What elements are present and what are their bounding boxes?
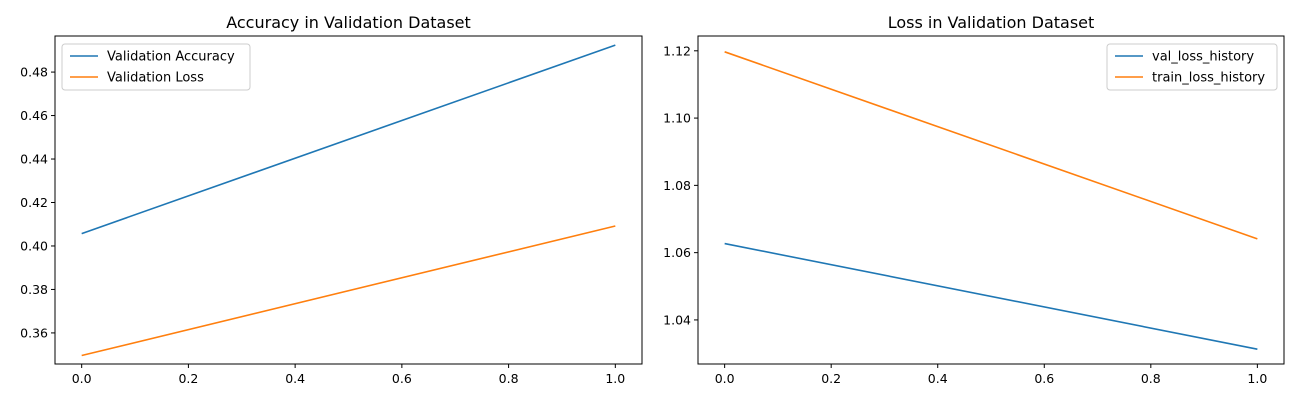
x-tick-label: 0.8 — [1141, 371, 1161, 386]
axes-frame — [697, 35, 1285, 365]
x-tick-label: 0.0 — [715, 371, 735, 386]
x-tick-label: 1.0 — [1247, 371, 1267, 386]
y-tick-label: 1.04 — [663, 312, 691, 327]
legend-box — [61, 43, 251, 91]
y-tick-label: 0.38 — [20, 282, 48, 297]
legend-box — [1106, 43, 1278, 91]
y-tick-label: 0.48 — [20, 65, 48, 80]
series-line-validation-accuracy — [81, 44, 616, 235]
chart-title: Accuracy in Validation Dataset — [226, 13, 471, 32]
y-tick-label: 1.08 — [663, 178, 691, 193]
legend-label: val_loss_history — [1152, 50, 1254, 65]
series-line-val-loss-history — [724, 242, 1258, 350]
y-tick-label: 0.44 — [20, 152, 48, 167]
series-line-validation-loss — [81, 225, 616, 357]
y-tick-label: 0.36 — [20, 325, 48, 340]
axes-frame — [54, 35, 643, 365]
x-tick-label: 0.6 — [392, 371, 412, 386]
x-tick-label: 0.0 — [72, 371, 92, 386]
chart-title: Loss in Validation Dataset — [888, 13, 1095, 32]
y-tick-label: 0.42 — [20, 195, 48, 210]
y-tick-label: 1.12 — [663, 43, 691, 58]
chart-panel-2: Loss in Validation Dataset 0.0 0.2 0.4 0.6 0.… — [663, 13, 1285, 386]
x-tick-label: 0.6 — [1034, 371, 1054, 386]
x-tick-label: 1.0 — [605, 371, 625, 386]
series-line-train-loss-history — [724, 51, 1258, 240]
legend: val_loss_history train_loss_history — [1106, 43, 1278, 91]
y-tick-label: 1.06 — [663, 245, 691, 260]
legend: Validation Accuracy Validation Loss — [61, 43, 251, 91]
y-tick-label: 0.46 — [20, 108, 48, 123]
x-tick-label: 0.4 — [285, 371, 305, 386]
x-tick-label: 0.4 — [928, 371, 948, 386]
x-tick-label: 0.8 — [499, 371, 519, 386]
legend-label: train_loss_history — [1152, 71, 1265, 86]
x-tick-label: 0.2 — [821, 371, 841, 386]
y-tick-label: 1.10 — [663, 111, 691, 126]
x-tick-label: 0.2 — [178, 371, 198, 386]
y-tick-label: 0.40 — [20, 238, 48, 253]
legend-label: Validation Accuracy — [107, 50, 235, 65]
legend-label: Validation Loss — [107, 71, 204, 86]
